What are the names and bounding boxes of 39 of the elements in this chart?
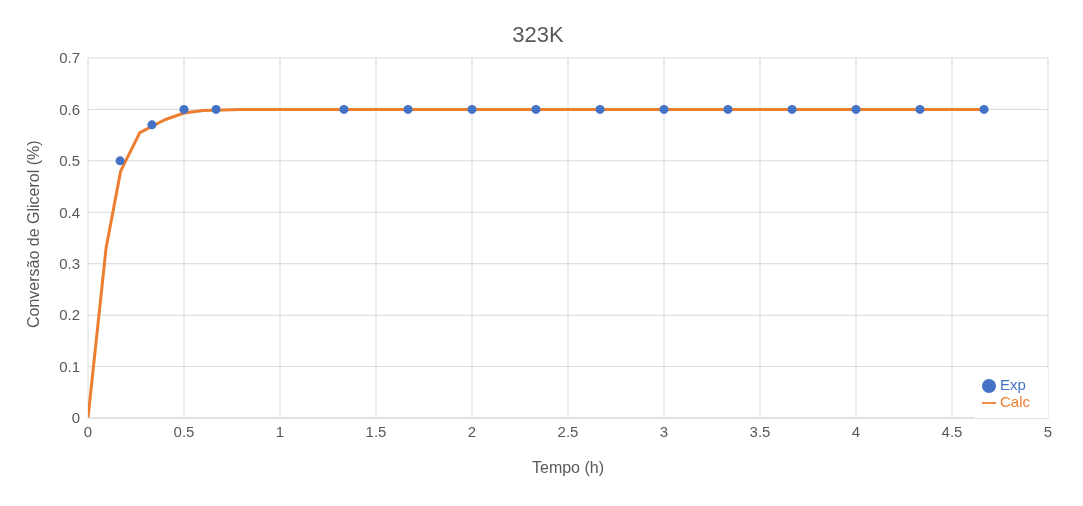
y-tick-label: 0.5 xyxy=(59,152,80,170)
x-tick-label: 2 xyxy=(467,422,477,440)
x-tick-label: 0.5 xyxy=(173,422,195,440)
x-tick-label: 3.5 xyxy=(749,422,771,440)
point xyxy=(659,104,669,114)
x-tick-label: 1 xyxy=(275,422,285,440)
x-tick-label: 3 xyxy=(659,422,669,440)
legend-label: Exp xyxy=(999,375,1026,393)
point xyxy=(787,104,797,114)
point xyxy=(915,104,925,114)
x-tick-label: 1.5 xyxy=(365,422,387,440)
y-tick-label: 0.2 xyxy=(59,306,80,324)
x-tick-label: 2.5 xyxy=(557,422,579,440)
chart-title: 323K xyxy=(511,21,565,48)
point xyxy=(115,156,125,166)
x-tick-label: 5 xyxy=(1043,422,1053,440)
x-axis-title: Tempo (h) xyxy=(531,459,605,476)
point xyxy=(851,104,861,114)
point xyxy=(723,104,733,114)
y-tick-label: 0.7 xyxy=(59,49,80,67)
point xyxy=(179,104,189,114)
point xyxy=(211,104,221,114)
x-tick-label: 4 xyxy=(851,422,861,440)
y-tick-label: 0.1 xyxy=(59,357,80,375)
y-tick-label: 0.6 xyxy=(59,100,80,118)
legend-label: Calc xyxy=(999,392,1030,410)
point xyxy=(531,104,541,114)
point xyxy=(979,104,989,114)
point xyxy=(339,104,349,114)
point xyxy=(595,104,605,114)
point xyxy=(147,120,157,130)
x-tick-label: 4.5 xyxy=(941,422,963,440)
x-tick-label: 0 xyxy=(83,422,93,440)
y-tick-label: 0.3 xyxy=(59,255,80,273)
y-tick-label: 0.4 xyxy=(59,203,80,221)
point xyxy=(467,104,477,114)
point xyxy=(403,104,413,114)
y-axis-title: Conversão de Glicerol (%) xyxy=(24,140,42,328)
y-tick-label: 0 xyxy=(71,409,80,427)
